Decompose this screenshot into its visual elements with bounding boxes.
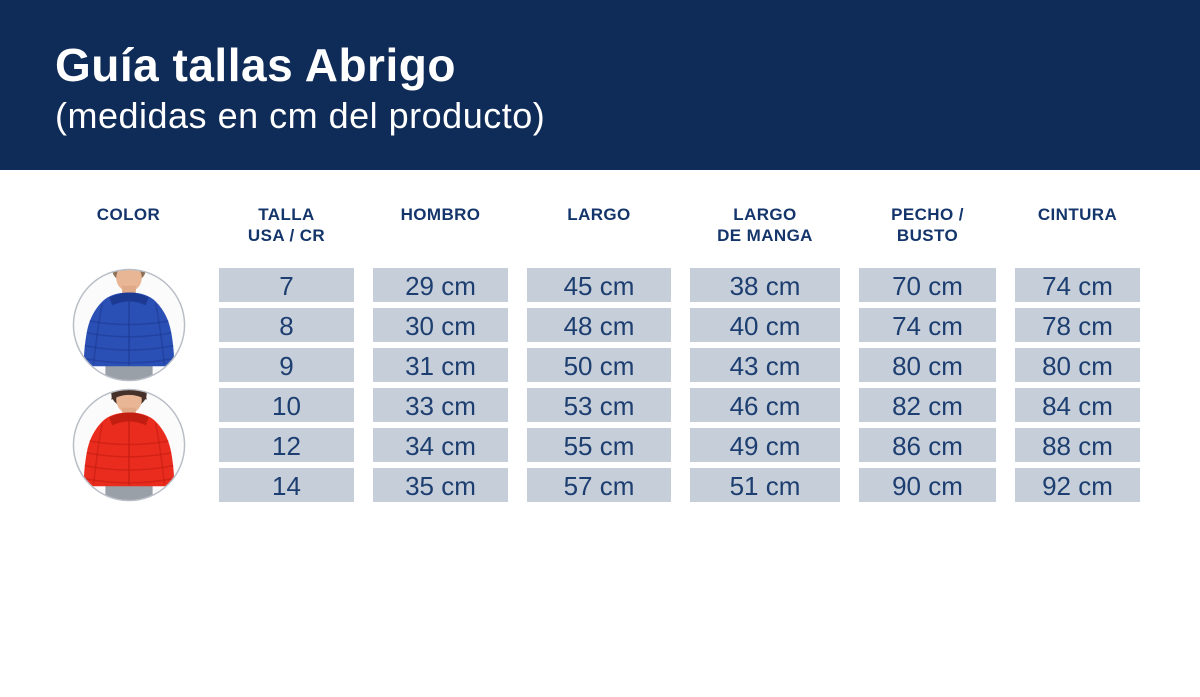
- cell-largo: 53 cm: [527, 388, 671, 422]
- cell-cintura: 92 cm: [1015, 468, 1140, 502]
- cell-cintura: 84 cm: [1015, 388, 1140, 422]
- cell-largo: 57 cm: [527, 468, 671, 502]
- cell-largo: 45 cm: [527, 268, 671, 302]
- page-subtitle: (medidas en cm del producto): [55, 94, 546, 136]
- photo-circle-border: [72, 268, 185, 382]
- cell-hombro: 29 cm: [373, 268, 508, 302]
- column-header-largo-de-manga: LARGO DE MANGA: [717, 205, 813, 245]
- cell-cintura: 80 cm: [1015, 348, 1140, 382]
- cell-talla: 14: [219, 468, 354, 502]
- quilt-lines: [83, 415, 174, 486]
- red-jacket-icon: [72, 388, 185, 502]
- cell-pecho: 90 cm: [859, 468, 996, 502]
- red-jacket-photo: [57, 388, 200, 502]
- cell-cintura: 74 cm: [1015, 268, 1140, 302]
- hair-top: [110, 389, 147, 400]
- cell-hombro: 31 cm: [373, 348, 508, 382]
- blue-jacket-icon: [72, 268, 185, 382]
- column-header-cintura: CINTURA: [1037, 205, 1118, 224]
- cell-manga: 49 cm: [690, 428, 840, 462]
- cell-pecho: 74 cm: [859, 308, 996, 342]
- cell-manga: 40 cm: [690, 308, 840, 342]
- column-header-hombro: HOMBRO: [400, 205, 481, 224]
- cell-hombro: 30 cm: [373, 308, 508, 342]
- cell-cintura: 78 cm: [1015, 308, 1140, 342]
- cell-manga: 51 cm: [690, 468, 840, 502]
- table-body: 7 29 cm 45 cm 38 cm 70 cm 74 cm 8 30 cm …: [57, 268, 1143, 502]
- cell-pecho: 82 cm: [859, 388, 996, 422]
- photo-circle-border: [72, 388, 185, 502]
- cell-cintura: 88 cm: [1015, 428, 1140, 462]
- column-header-talla: TALLA USA / CR: [247, 205, 326, 245]
- table-header-row: COLOR TALLA USA / CR HOMBRO LARGO LARGO …: [57, 204, 1143, 246]
- column-header-pecho-busto: PECHO / BUSTO: [891, 205, 964, 245]
- cell-hombro: 34 cm: [373, 428, 508, 462]
- page-title: Guía tallas Abrigo: [55, 39, 456, 91]
- cell-talla: 9: [219, 348, 354, 382]
- column-header-largo: LARGO: [567, 205, 631, 224]
- neck: [121, 407, 136, 417]
- cell-manga: 46 cm: [690, 388, 840, 422]
- cell-pecho: 86 cm: [859, 428, 996, 462]
- cell-talla: 10: [219, 388, 354, 422]
- size-table: COLOR TALLA USA / CR HOMBRO LARGO LARGO …: [57, 204, 1143, 502]
- header-banner: Guía tallas Abrigo (medidas en cm del pr…: [0, 0, 1200, 170]
- cell-talla: 8: [219, 308, 354, 342]
- cell-hombro: 35 cm: [373, 468, 508, 502]
- neck: [121, 285, 136, 296]
- column-header-color: COLOR: [96, 205, 161, 224]
- blue-jacket-photo: [57, 268, 200, 382]
- cell-pecho: 70 cm: [859, 268, 996, 302]
- cell-largo: 48 cm: [527, 308, 671, 342]
- cell-hombro: 33 cm: [373, 388, 508, 422]
- cell-talla: 7: [219, 268, 354, 302]
- cell-manga: 38 cm: [690, 268, 840, 302]
- cell-pecho: 80 cm: [859, 348, 996, 382]
- cell-largo: 50 cm: [527, 348, 671, 382]
- cell-largo: 55 cm: [527, 428, 671, 462]
- cell-talla: 12: [219, 428, 354, 462]
- cell-manga: 43 cm: [690, 348, 840, 382]
- head: [115, 269, 142, 292]
- quilt-lines: [83, 295, 174, 366]
